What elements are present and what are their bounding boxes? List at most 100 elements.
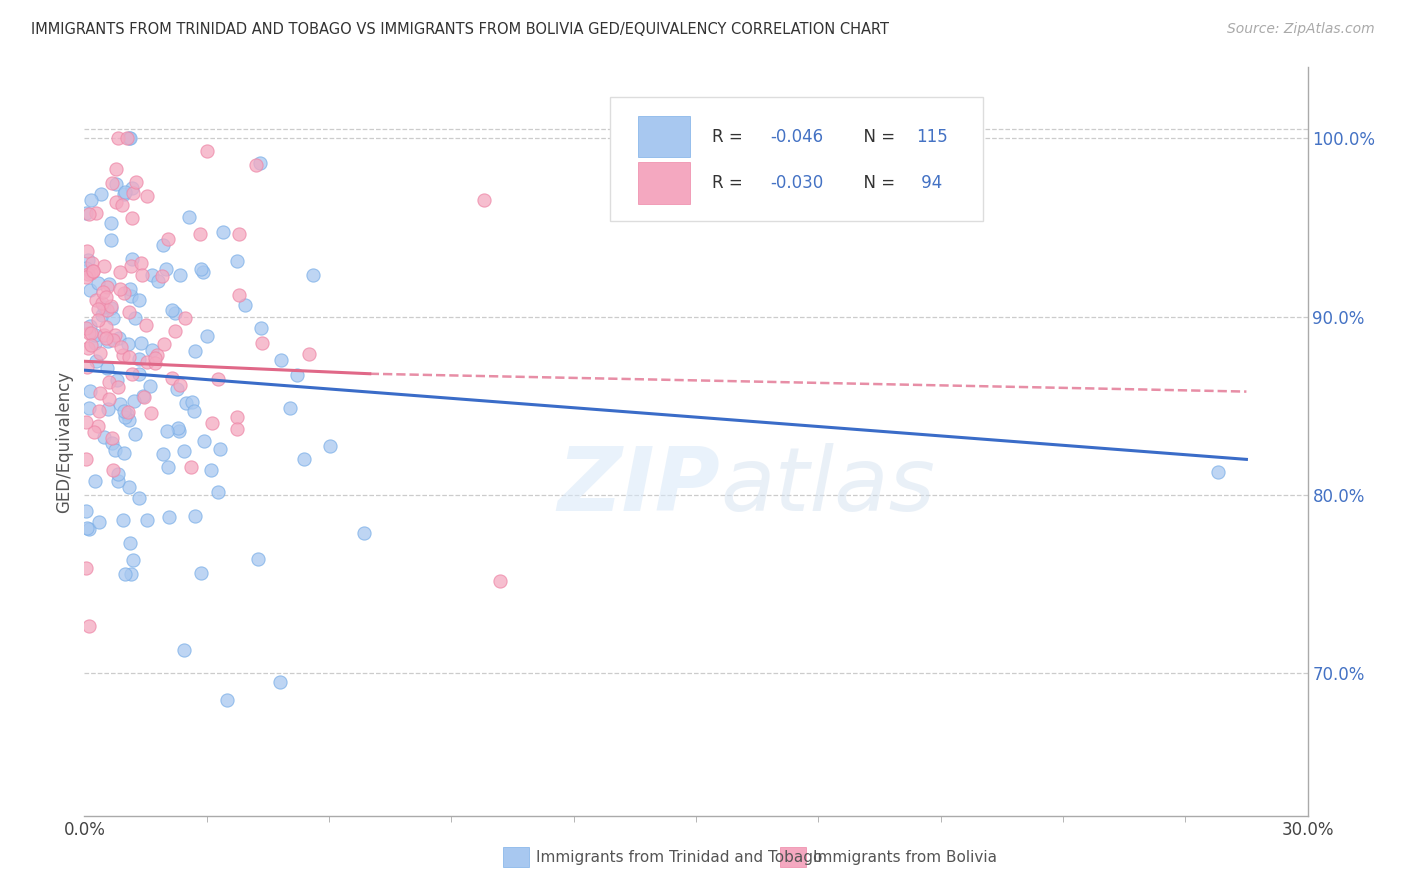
- Point: [101, 176, 124, 190]
- Point: [87, 515, 110, 529]
- Point: [93, 300, 115, 314]
- Point: [169, 377, 191, 392]
- Point: [128, 491, 150, 505]
- Point: [115, 407, 138, 421]
- Point: [141, 343, 163, 357]
- Point: [190, 566, 212, 580]
- Point: [120, 567, 142, 582]
- Point: [105, 162, 128, 177]
- Point: [143, 351, 166, 365]
- Point: [77, 267, 100, 281]
- Point: [120, 289, 142, 303]
- Point: [190, 262, 212, 277]
- Point: [87, 313, 110, 327]
- Point: [83, 336, 105, 351]
- Point: [101, 311, 124, 326]
- Point: [156, 232, 179, 246]
- Point: [79, 283, 101, 297]
- Point: [121, 211, 143, 225]
- Point: [141, 268, 163, 283]
- Point: [77, 619, 100, 633]
- Point: [98, 277, 121, 292]
- Point: [124, 311, 146, 326]
- Point: [167, 425, 190, 439]
- Point: [118, 131, 141, 145]
- Point: [108, 396, 131, 410]
- Point: [152, 238, 174, 252]
- Point: [80, 266, 103, 280]
- Point: [101, 462, 124, 476]
- Point: [160, 303, 183, 318]
- Point: [120, 259, 142, 273]
- Y-axis label: GED/Equivalency: GED/Equivalency: [55, 370, 73, 513]
- Point: [129, 256, 152, 270]
- Point: [93, 327, 115, 342]
- Point: [128, 293, 150, 308]
- Point: [79, 326, 101, 340]
- Point: [193, 434, 215, 449]
- Point: [114, 566, 136, 581]
- Point: [245, 158, 267, 172]
- Point: [86, 276, 108, 290]
- Point: [174, 396, 197, 410]
- Text: -0.046: -0.046: [770, 128, 824, 145]
- Point: [174, 310, 197, 325]
- Point: [160, 370, 183, 384]
- Point: [249, 155, 271, 169]
- Point: [86, 302, 108, 317]
- Point: [76, 244, 98, 259]
- Point: [228, 288, 250, 302]
- Point: [104, 195, 127, 210]
- Point: [249, 321, 271, 335]
- Point: [93, 259, 115, 273]
- Point: [121, 186, 143, 200]
- Point: [94, 290, 117, 304]
- Point: [319, 439, 342, 453]
- FancyBboxPatch shape: [610, 97, 983, 220]
- Point: [84, 354, 107, 368]
- Point: [121, 180, 143, 194]
- Point: [105, 373, 128, 387]
- Point: [89, 346, 111, 360]
- Point: [298, 347, 321, 361]
- Point: [87, 418, 110, 433]
- Point: [86, 293, 108, 307]
- Point: [100, 216, 122, 230]
- Point: [79, 319, 101, 334]
- Text: 94: 94: [917, 174, 942, 192]
- Point: [128, 351, 150, 366]
- Text: IMMIGRANTS FROM TRINIDAD AND TOBAGO VS IMMIGRANTS FROM BOLIVIA GED/EQUIVALENCY C: IMMIGRANTS FROM TRINIDAD AND TOBAGO VS I…: [31, 22, 889, 37]
- Point: [118, 536, 141, 550]
- Point: [91, 295, 114, 310]
- Point: [82, 264, 104, 278]
- Point: [79, 326, 101, 340]
- Point: [107, 475, 129, 489]
- Point: [191, 265, 214, 279]
- Point: [80, 338, 103, 352]
- Point: [118, 350, 141, 364]
- Point: [101, 334, 124, 348]
- Point: [129, 335, 152, 350]
- Point: [104, 328, 127, 343]
- Point: [180, 460, 202, 475]
- Point: [75, 504, 97, 518]
- Point: [188, 227, 211, 242]
- Point: [226, 422, 249, 436]
- Point: [93, 430, 115, 444]
- Point: [107, 331, 129, 345]
- Point: [77, 253, 100, 268]
- Text: -0.030: -0.030: [770, 174, 824, 192]
- Text: N =: N =: [852, 128, 900, 145]
- Point: [122, 552, 145, 566]
- Point: [91, 308, 114, 322]
- Text: N =: N =: [852, 174, 900, 192]
- Point: [83, 474, 105, 488]
- Point: [166, 382, 188, 396]
- Point: [104, 443, 127, 458]
- Point: [100, 301, 122, 315]
- Point: [97, 392, 120, 407]
- Point: [472, 193, 495, 207]
- Point: [118, 305, 141, 319]
- Point: [84, 327, 107, 342]
- Point: [87, 404, 110, 418]
